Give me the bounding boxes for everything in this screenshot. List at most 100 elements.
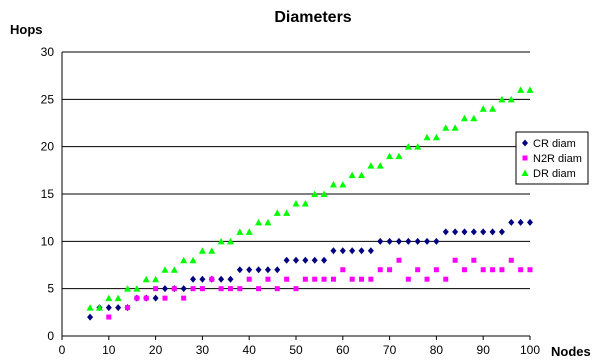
- data-point: [321, 256, 328, 264]
- data-point: [470, 114, 478, 122]
- data-point: [95, 304, 103, 311]
- data-point: [311, 256, 318, 264]
- legend-label: N2R diam: [533, 153, 582, 165]
- data-point: [273, 209, 281, 216]
- y-tick-label: 0: [47, 329, 54, 343]
- data-point: [452, 228, 459, 236]
- y-tick-label: 25: [41, 92, 55, 106]
- data-point: [311, 190, 319, 197]
- data-point: [432, 133, 440, 141]
- data-point: [170, 266, 178, 273]
- data-point: [498, 228, 505, 236]
- data-point: [142, 275, 150, 283]
- data-point: [329, 181, 337, 188]
- data-point: [470, 228, 477, 236]
- series-2: [86, 86, 534, 311]
- data-point: [452, 257, 458, 263]
- data-point: [386, 152, 394, 160]
- tick-labels: 0 5 10 15 20 25 30 0 10 20 30 40 50 60 70 80 90 100: [41, 45, 541, 357]
- data-point: [320, 190, 328, 197]
- data-point: [133, 285, 141, 292]
- data-point: [181, 295, 187, 301]
- data-point: [405, 237, 412, 245]
- data-point: [358, 171, 366, 179]
- data-point: [283, 209, 291, 216]
- data-point: [405, 276, 411, 282]
- data-point: [190, 275, 197, 283]
- data-point: [349, 276, 355, 282]
- data-point: [348, 171, 356, 179]
- data-point: [293, 256, 299, 264]
- data-point: [339, 181, 347, 188]
- data-point: [376, 162, 384, 169]
- data-point: [517, 218, 524, 226]
- data-point: [198, 247, 206, 254]
- data-point: [143, 295, 149, 301]
- data-point: [340, 267, 346, 273]
- data-point: [265, 276, 271, 282]
- data-point: [152, 294, 159, 302]
- data-point: [274, 286, 280, 292]
- data-point: [199, 275, 206, 283]
- data-point: [471, 257, 477, 263]
- data-point: [246, 276, 252, 282]
- data-point: [480, 267, 486, 273]
- data-point: [415, 267, 421, 273]
- data-point: [396, 257, 402, 263]
- data-point: [236, 266, 243, 274]
- data-point: [302, 256, 309, 264]
- data-point: [508, 257, 514, 263]
- x-tick-label: 80: [430, 343, 444, 357]
- legend-label: DR diam: [533, 168, 576, 180]
- data-point: [292, 199, 300, 207]
- data-point: [256, 286, 262, 292]
- data-point: [424, 237, 431, 245]
- data-point: [302, 276, 308, 282]
- x-tick-label: 100: [520, 343, 540, 357]
- data-point: [227, 275, 234, 283]
- gridlines: [62, 51, 530, 290]
- data-point: [245, 228, 253, 235]
- data-point: [237, 286, 243, 292]
- data-point: [424, 276, 430, 282]
- data-point: [274, 266, 281, 274]
- data-point: [526, 86, 534, 93]
- x-tick-label: 10: [102, 343, 116, 357]
- x-tick-label: 60: [336, 343, 350, 357]
- y-axis-label: Hops: [10, 22, 43, 37]
- data-point: [293, 286, 299, 292]
- data-point: [162, 295, 168, 301]
- legend-marker: [522, 155, 528, 161]
- data-point: [106, 314, 112, 320]
- data-point: [358, 247, 365, 255]
- data-point: [451, 124, 459, 131]
- data-point: [87, 313, 94, 321]
- x-tick-label: 90: [477, 343, 491, 357]
- data-point: [423, 133, 431, 141]
- data-point: [386, 237, 393, 245]
- data-point: [433, 267, 439, 273]
- x-tick-label: 70: [383, 343, 397, 357]
- data-point: [508, 218, 515, 226]
- data-point: [255, 218, 263, 226]
- axes: [61, 52, 531, 340]
- data-point: [264, 266, 271, 274]
- data-point: [395, 152, 403, 160]
- data-points: [86, 86, 534, 321]
- data-point: [499, 267, 505, 273]
- data-point: [414, 143, 422, 150]
- data-point: [330, 247, 337, 255]
- data-point: [153, 286, 159, 292]
- data-point: [489, 105, 497, 112]
- y-tick-label: 30: [41, 45, 55, 59]
- data-point: [190, 286, 196, 292]
- x-axis-label: Nodes: [551, 344, 591, 359]
- legend-marker: [521, 169, 529, 176]
- data-point: [527, 267, 533, 273]
- data-point: [489, 228, 496, 236]
- data-point: [134, 295, 140, 301]
- data-point: [86, 304, 94, 311]
- data-point: [312, 276, 318, 282]
- y-tick-label: 10: [41, 234, 55, 248]
